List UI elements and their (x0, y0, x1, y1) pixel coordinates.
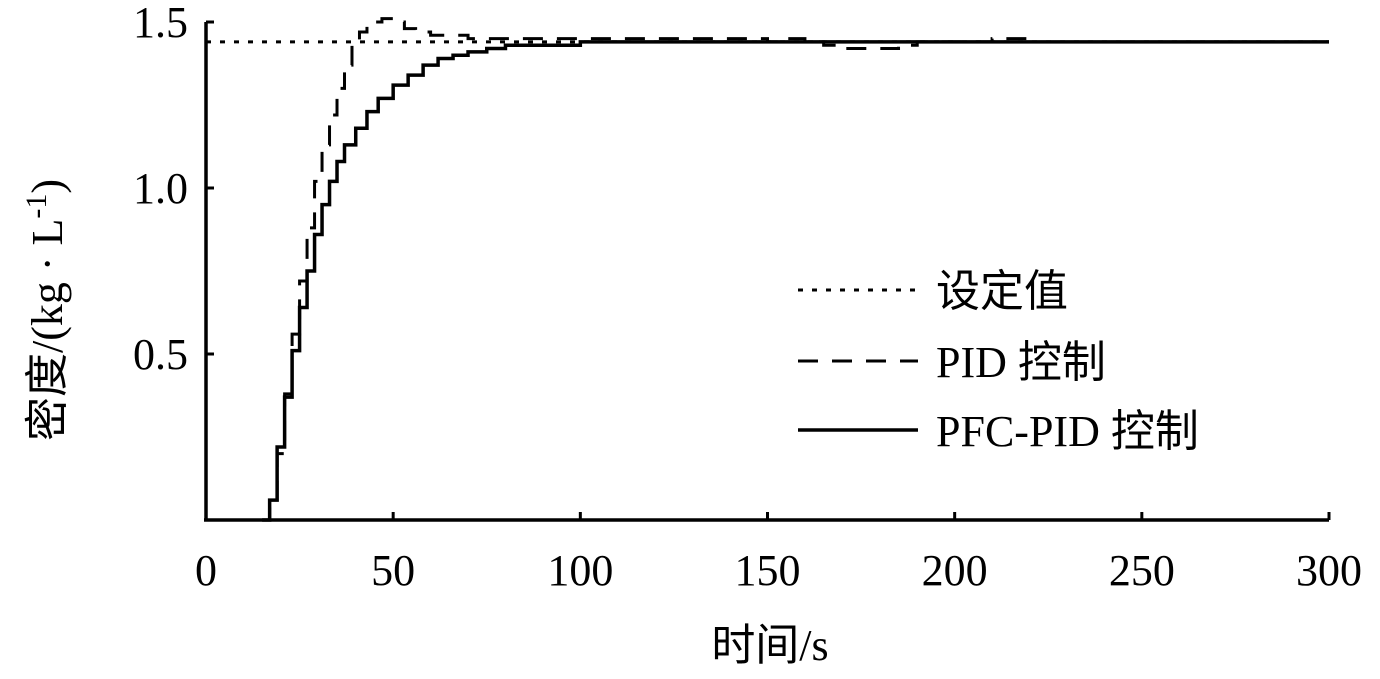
y-axis-title-close: ) (23, 179, 72, 194)
x-tick-label: 300 (1296, 546, 1362, 595)
y-axis-title-main: 密度/(kg · L (23, 219, 72, 441)
plot-area (206, 17, 1329, 522)
y-tick-label: 0.5 (133, 330, 188, 379)
x-tick-label: 50 (371, 546, 415, 595)
series-line-1 (262, 17, 1032, 522)
y-tick-label: 1.0 (133, 164, 188, 213)
legend-label-2: PFC-PID 控制 (936, 407, 1199, 456)
series-line-2 (262, 40, 1329, 522)
x-tick-label: 0 (195, 546, 217, 595)
ticks: 0 50 100 150 200 250 300 0.5 1.0 1.5 (133, 0, 1362, 595)
legend-label-1: PID 控制 (936, 338, 1106, 387)
x-tick-label: 150 (735, 546, 801, 595)
x-tick-label: 100 (547, 546, 613, 595)
legend: 设定值 PID 控制 PFC-PID 控制 (798, 267, 1199, 456)
x-tick-label: 250 (1109, 546, 1175, 595)
x-tick-label: 200 (922, 546, 988, 595)
y-axis-title-sup: -1 (20, 194, 53, 219)
legend-label-0: 设定值 (936, 267, 1068, 316)
x-axis-title: 时间/s (711, 621, 828, 670)
y-axis-title: 密度/(kg · L-1) (20, 179, 72, 441)
svg-text:密度/(kg · L-1): 密度/(kg · L-1) (20, 179, 72, 441)
y-tick-label: 1.5 (133, 0, 188, 47)
